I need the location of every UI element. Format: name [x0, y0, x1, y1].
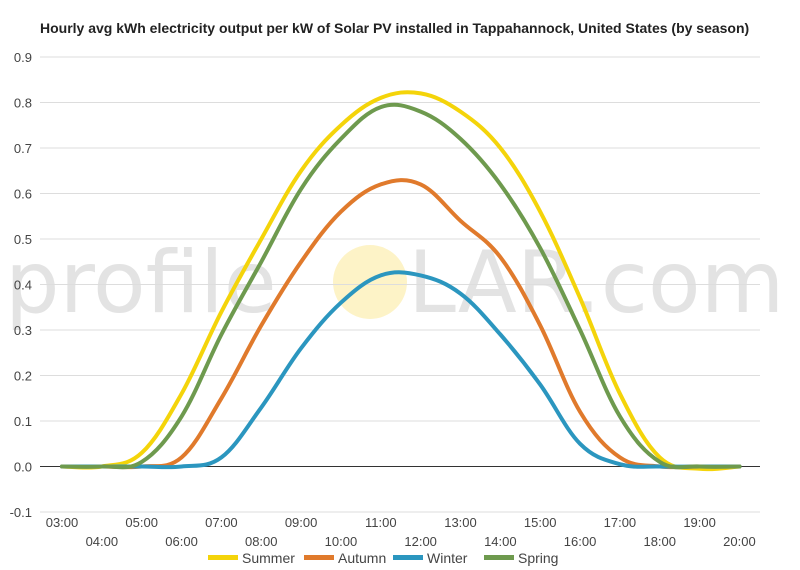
legend-swatch-summer [208, 555, 238, 560]
legend-swatch-autumn [304, 555, 334, 560]
x-tick-label: 04:00 [86, 534, 119, 549]
x-tick-label: 14:00 [484, 534, 517, 549]
series-line-spring [60, 102, 742, 470]
series-lines [60, 90, 742, 472]
y-tick-label: 0.2 [14, 369, 32, 384]
x-tick-label: 15:00 [524, 515, 557, 530]
x-tick-label: 08:00 [245, 534, 278, 549]
legend: Summer Autumn Winter Spring [208, 550, 558, 566]
legend-swatch-spring [484, 555, 514, 560]
x-tick-label: 09:00 [285, 515, 318, 530]
y-tick-label: 0.0 [14, 460, 32, 475]
x-tick-label: 13:00 [444, 515, 477, 530]
y-tick-label: -0.1 [10, 505, 32, 520]
series-line-summer [60, 90, 742, 472]
x-tick-label: 07:00 [205, 515, 238, 530]
y-tick-label: 0.4 [14, 278, 32, 293]
x-tick-label: 17:00 [604, 515, 637, 530]
y-tick-label: 0.8 [14, 96, 32, 111]
legend-swatch-winter [393, 555, 423, 560]
x-axis-ticks: 03:00 04:00 05:00 06:00 07:00 08:00 09:00 10:00… [46, 515, 756, 549]
legend-label-winter: Winter [427, 550, 468, 566]
y-tick-label: 0.6 [14, 187, 32, 202]
x-tick-label: 20:00 [723, 534, 756, 549]
gridlines [40, 56, 760, 513]
y-tick-label: 0.5 [14, 232, 32, 247]
watermark-logo: profile LAR.com [5, 233, 784, 333]
chart-title: Hourly avg kWh electricity output per kW… [40, 20, 750, 36]
x-tick-label: 10:00 [325, 534, 358, 549]
y-tick-label: 0.7 [14, 141, 32, 156]
legend-label-spring: Spring [518, 550, 558, 566]
y-tick-label: 0.3 [14, 323, 32, 338]
series-line-winter [60, 270, 742, 470]
legend-label-summer: Summer [242, 550, 295, 566]
y-axis-ticks: -0.1 0.0 0.1 0.2 0.3 0.4 0.5 0.6 0.7 0.8 0.9 [10, 50, 32, 520]
x-tick-label: 05:00 [125, 515, 158, 530]
watermark-text-right: LAR.com [408, 233, 784, 333]
y-tick-label: 0.9 [14, 50, 32, 65]
legend-label-autumn: Autumn [338, 550, 386, 566]
x-tick-label: 19:00 [683, 515, 716, 530]
x-tick-label: 11:00 [365, 515, 397, 530]
x-tick-label: 12:00 [404, 534, 437, 549]
series-line-autumn [60, 178, 742, 470]
x-tick-label: 18:00 [643, 534, 676, 549]
x-tick-label: 03:00 [46, 515, 79, 530]
x-tick-label: 06:00 [165, 534, 198, 549]
y-tick-label: 0.1 [14, 414, 32, 429]
x-tick-label: 16:00 [564, 534, 597, 549]
